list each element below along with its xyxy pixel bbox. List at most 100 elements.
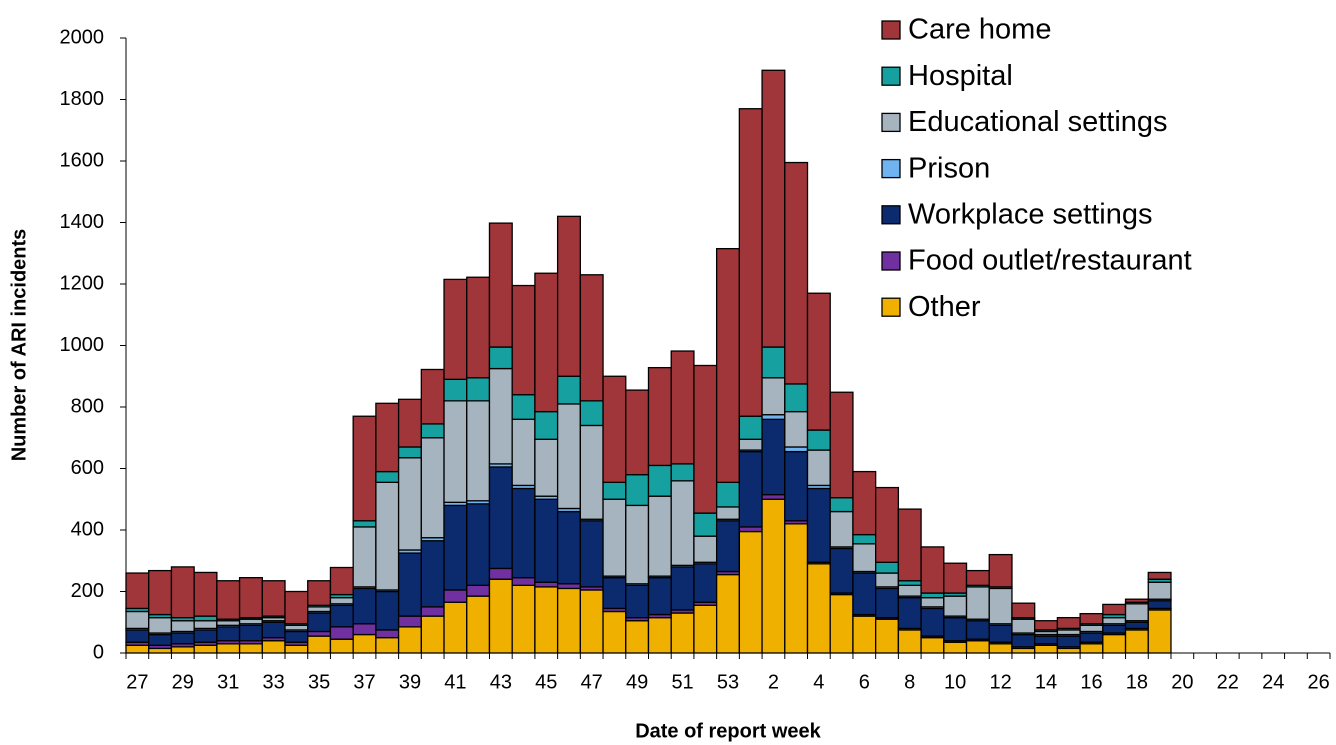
- bar-segment: [1079, 632, 1104, 643]
- bar-segment: [397, 457, 422, 551]
- bar-segment: [125, 644, 150, 654]
- bar-segment: [829, 497, 854, 513]
- bar-segment: [170, 566, 195, 619]
- bar-segment: [284, 644, 309, 654]
- bar-segment: [488, 466, 513, 570]
- bar-segment: [920, 592, 945, 599]
- bar-segment: [670, 566, 695, 611]
- x-tick-label: 20: [1171, 671, 1193, 693]
- bar-segment: [602, 481, 627, 500]
- bar-segment: [466, 276, 491, 379]
- bar-segment: [806, 429, 831, 451]
- bar-segment: [829, 391, 854, 499]
- bar-segment: [420, 615, 445, 654]
- bar-segment: [875, 561, 900, 574]
- bar-segment: [1056, 635, 1081, 648]
- bar-segment: [1056, 616, 1081, 630]
- bar-segment: [806, 292, 831, 431]
- bar-segment: [511, 577, 536, 586]
- x-tick-label: 18: [1126, 671, 1148, 693]
- y-tick-label: 800: [71, 395, 104, 417]
- bar-segment: [284, 624, 309, 631]
- bar-segment: [375, 470, 400, 483]
- bar-segment: [1124, 598, 1149, 603]
- bar-segment: [534, 586, 559, 654]
- bar-segment: [193, 629, 218, 643]
- legend-label: Food outlet/restaurant: [908, 245, 1192, 277]
- bar-segment: [307, 606, 332, 613]
- bar-segment: [125, 572, 150, 610]
- x-tick-label: 26: [1308, 671, 1330, 693]
- bar-segment: [352, 633, 377, 654]
- bar-segment: [784, 410, 809, 448]
- bar-segment: [875, 486, 900, 563]
- bar-segment: [1102, 624, 1127, 634]
- bar-segment: [148, 647, 173, 654]
- bar-segment: [329, 597, 354, 605]
- bar-segment: [488, 367, 513, 465]
- bar-segment: [534, 498, 559, 583]
- bar-segment: [715, 506, 741, 520]
- bar-segment: [897, 629, 922, 654]
- bar-segment: [261, 621, 286, 639]
- bar-segment: [579, 274, 604, 402]
- bar-segment: [806, 449, 831, 487]
- bar-segment: [875, 587, 900, 619]
- bar-segment: [625, 620, 650, 654]
- bar-segment: [420, 540, 445, 608]
- legend-label: Care home: [908, 14, 1051, 46]
- bar-segment: [1034, 635, 1059, 645]
- bar-segment: [988, 587, 1013, 625]
- bar-segment: [216, 580, 241, 620]
- bar-segment: [511, 418, 536, 487]
- bar-segment: [1124, 621, 1149, 630]
- bar-segment: [443, 601, 468, 654]
- bar-segment: [784, 161, 809, 385]
- y-tick-label: 200: [71, 580, 104, 602]
- bar-segment: [761, 418, 786, 496]
- x-tick-label: 53: [717, 671, 739, 693]
- y-tick-label: 1400: [60, 211, 105, 233]
- y-tick-label: 1600: [60, 149, 105, 171]
- bar-segment: [602, 610, 627, 654]
- x-tick-label: 22: [1217, 671, 1239, 693]
- legend-swatch: [881, 112, 901, 133]
- y-tick-label: 2000: [60, 26, 105, 48]
- bar-segment: [420, 606, 445, 617]
- bar-segment: [397, 398, 422, 448]
- y-axis-label: Number of ARI incidents: [8, 229, 30, 462]
- bar-segment: [784, 446, 809, 453]
- bar-segment: [1147, 571, 1172, 580]
- bar-segment: [625, 389, 650, 476]
- bar-segment: [761, 493, 786, 500]
- bar-segment: [693, 604, 718, 654]
- bar-segment: [375, 590, 400, 631]
- bar-segment: [875, 618, 900, 654]
- bar-segment: [965, 586, 990, 620]
- bar-segment: [1147, 609, 1172, 654]
- bar-segment: [556, 587, 581, 654]
- bar-segment: [897, 508, 922, 582]
- bar-segment: [920, 597, 945, 608]
- bar-segment: [647, 616, 672, 654]
- bar-segment: [125, 629, 150, 643]
- bar-segment: [148, 633, 173, 646]
- bar-segment: [1124, 603, 1149, 622]
- bar-segment: [511, 394, 536, 420]
- bar-segment: [556, 510, 581, 585]
- bar-segment: [738, 450, 763, 528]
- bar-segment: [556, 375, 581, 405]
- bar-segment: [852, 543, 877, 573]
- bar-segment: [897, 584, 922, 597]
- bar-segment: [647, 495, 672, 577]
- y-tick-label: 1200: [60, 272, 105, 294]
- bar-segment: [397, 552, 422, 617]
- x-tick-label: 33: [263, 671, 285, 693]
- bar-segment: [1124, 629, 1149, 654]
- bar-segment: [693, 563, 718, 603]
- bar-segment: [511, 584, 536, 654]
- x-tick-label: 29: [172, 671, 194, 693]
- bar-segment: [761, 346, 786, 379]
- bar-segment: [1056, 647, 1081, 654]
